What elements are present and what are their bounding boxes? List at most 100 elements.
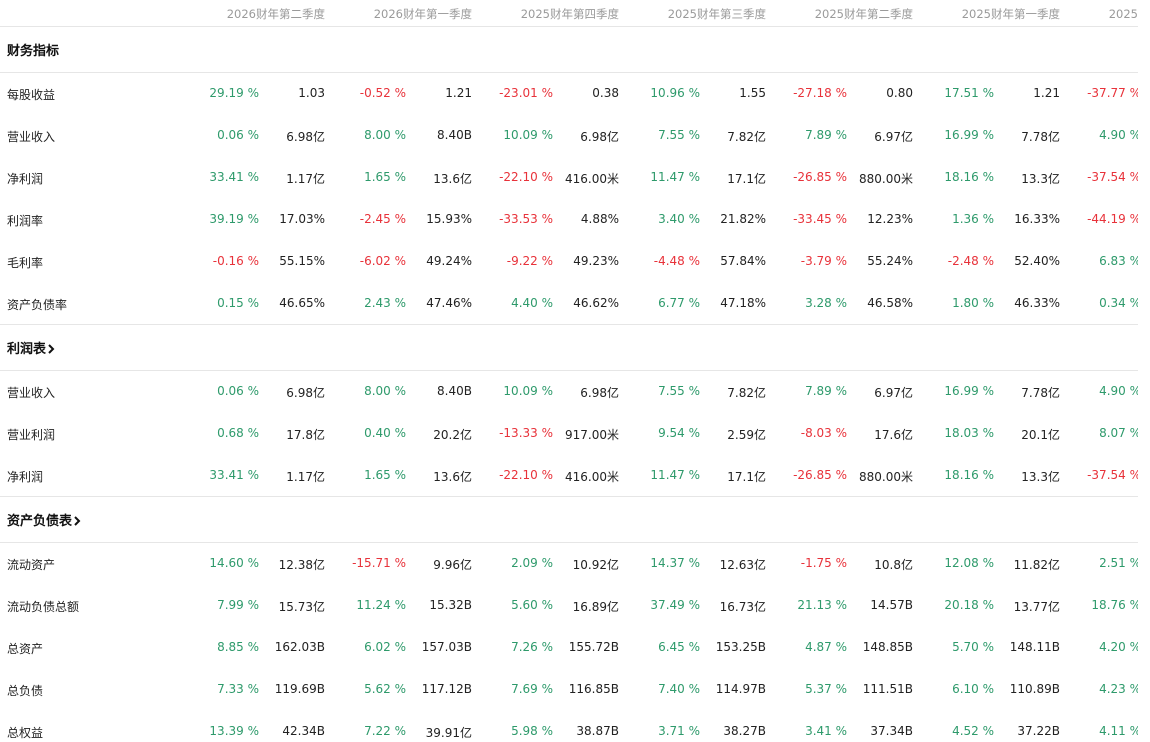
change-percent: 6.45 % [658,640,700,654]
change-percent: 7.89 % [805,128,847,142]
metric-value: 15.32B [429,598,472,612]
change-percent: 0.34 % [1099,296,1138,310]
metric-value: 7.82亿 [727,130,766,144]
metric-value: 880.00米 [859,470,913,484]
metric-value: 1.55 [739,86,766,100]
change-percent: 1.80 % [952,296,994,310]
change-percent: 6.83 % [1099,254,1138,268]
change-percent: 10.09 % [503,128,553,142]
change-percent: 1.36 % [952,212,994,226]
metric-value: 8.40B [437,128,472,142]
table-row: 总资产 8.85 % 162.03B 6.02 % 157.03B 7.26 % 155.7… [0,626,1138,668]
table-row: 净利润 33.41 % 1.17亿 1.65 % 13.6亿 -22.10 % 416.00… [0,454,1138,497]
period-header: 2025财年第一季度 [961,7,1060,21]
row-label: 净利润 [7,470,44,484]
table-row: 总权益 13.39 % 42.34B 7.22 % 39.91亿 5.98 % 38.87B… [0,710,1138,742]
row-label: 利润率 [7,214,44,228]
section-title[interactable]: 利润表 [7,338,55,357]
change-percent: 3.71 % [658,724,700,738]
change-percent: 7.33 % [217,682,259,696]
change-percent: -0.52 % [359,86,406,100]
metric-value: 17.1亿 [727,470,766,484]
metric-value: 49.23% [573,254,619,268]
change-percent: 4.11 % [1099,724,1138,738]
metric-value: 148.85B [862,640,913,654]
change-percent: -22.10 % [499,170,553,184]
table-row: 营业收入 0.06 % 6.98亿 8.00 % 8.40B 10.09 % 6.98亿 7.… [0,370,1138,412]
change-percent: 7.69 % [511,682,553,696]
change-percent: -2.45 % [359,212,406,226]
metric-value: 55.24% [867,254,913,268]
change-percent: 7.22 % [364,724,406,738]
change-percent: -0.16 % [212,254,259,268]
section-title[interactable]: 资产负债表 [7,510,81,529]
change-percent: 7.89 % [805,384,847,398]
change-percent: -22.10 % [499,468,553,482]
metric-value: 10.92亿 [572,558,619,572]
section-header[interactable]: 资产负债表 [0,496,1138,543]
metric-value: 17.03% [279,212,325,226]
metric-value: 13.3亿 [1021,172,1060,186]
section-header[interactable]: 利润表 [0,324,1138,371]
vertical-scrollbar[interactable] [1138,0,1150,742]
period-header: 2026财年第二季度 [226,7,325,21]
metric-value: 55.15% [279,254,325,268]
change-percent: 18.76 % [1091,598,1138,612]
change-percent: 4.87 % [805,640,847,654]
metric-value: 17.6亿 [874,428,913,442]
change-percent: 33.41 % [209,170,259,184]
period-header: 2026财年第一季度 [373,7,472,21]
change-percent: 18.16 % [944,468,994,482]
change-percent: 7.40 % [658,682,700,696]
change-percent: 14.37 % [650,556,700,570]
metric-value: 880.00米 [859,172,913,186]
row-label: 每股收益 [7,88,56,102]
change-percent: 39.19 % [209,212,259,226]
period-header: 2025财年第四季度 [520,7,619,21]
change-percent: 1.65 % [364,468,406,482]
metric-value: 6.98亿 [580,386,619,400]
table-row: 流动资产 14.60 % 12.38亿 -15.71 % 9.96亿 2.09 % 10.9… [0,542,1138,584]
table-row: 营业利润 0.68 % 17.8亿 0.40 % 20.2亿 -13.33 % 917.00… [0,412,1138,454]
metric-value: 116.85B [568,682,619,696]
metric-value: 12.63亿 [719,558,766,572]
table-row: 总负债 7.33 % 119.69B 5.62 % 117.12B 7.69 % 116.8… [0,668,1138,710]
change-percent: 2.09 % [511,556,553,570]
change-percent: 0.40 % [364,426,406,440]
change-percent: 2.51 % [1099,556,1138,570]
metric-value: 111.51B [862,682,913,696]
metric-value: 13.77亿 [1013,600,1060,614]
metric-value: 9.96亿 [433,558,472,572]
change-percent: 8.07 % [1099,426,1138,440]
change-percent: 4.23 % [1099,682,1138,696]
change-percent: -13.33 % [499,426,553,440]
metric-value: 153.25B [715,640,766,654]
table-row: 每股收益 29.19 % 1.03 -0.52 % 1.21 -23.01 % 0.38 10… [0,72,1138,114]
section-title-text: 资产负债表 [7,514,73,529]
change-percent: 7.99 % [217,598,259,612]
change-percent: 21.13 % [797,598,847,612]
row-label: 流动负债总额 [7,600,80,614]
chevron-right-icon [47,342,55,357]
change-percent: 11.24 % [356,598,406,612]
change-percent: 18.03 % [944,426,994,440]
table-row: 营业收入 0.06 % 6.98亿 8.00 % 8.40B 10.09 % 6.98亿 7.… [0,114,1138,156]
metric-value: 13.6亿 [433,470,472,484]
section-title-text: 利润表 [7,342,47,357]
change-percent: 0.15 % [217,296,259,310]
change-percent: -44.19 % [1087,212,1138,226]
change-percent: -23.01 % [499,86,553,100]
change-percent: 4.20 % [1099,640,1138,654]
metric-value: 39.91亿 [425,726,472,740]
metric-value: 0.80 [886,86,913,100]
metric-value: 1.03 [298,86,325,100]
metric-value: 7.78亿 [1021,130,1060,144]
period-header: 2025财年第二季度 [814,7,913,21]
metric-value: 46.65% [279,296,325,310]
metric-value: 6.97亿 [874,386,913,400]
metric-value: 57.84% [720,254,766,268]
change-percent: 1.65 % [364,170,406,184]
section-title: 财务指标 [7,40,59,59]
metric-value: 7.78亿 [1021,386,1060,400]
